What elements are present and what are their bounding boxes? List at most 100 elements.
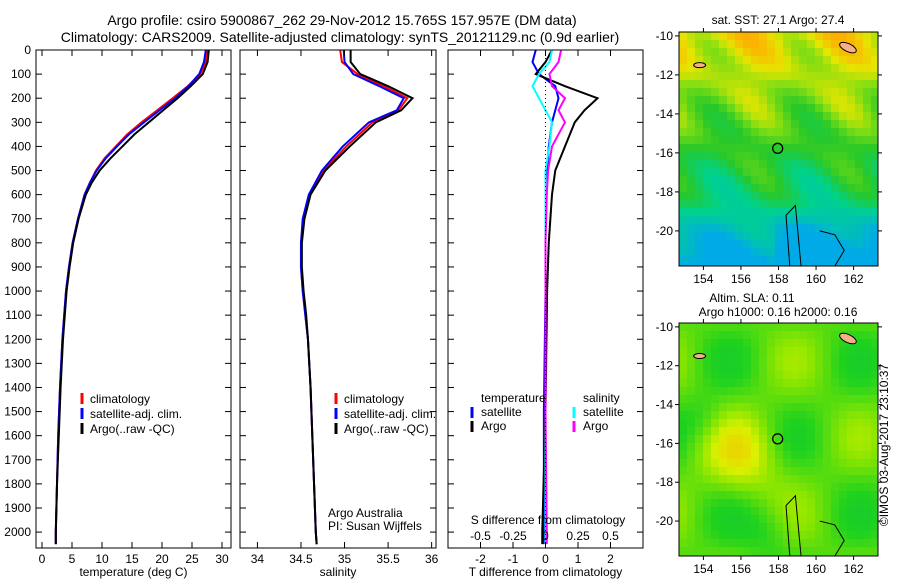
y-tick-label: 400 — [11, 139, 31, 153]
map-cell — [863, 248, 871, 256]
map-cell — [815, 379, 823, 387]
map-cell — [807, 64, 815, 72]
map-cell — [871, 136, 878, 144]
map-cell — [815, 88, 823, 96]
map-cell — [679, 144, 687, 152]
map-cell — [743, 136, 751, 144]
map-cell — [703, 539, 711, 547]
map-cell — [735, 515, 743, 523]
map-cell — [855, 224, 863, 232]
map-cell — [791, 363, 799, 371]
map-cell — [767, 515, 775, 523]
map-cell — [831, 515, 839, 523]
map-cell — [751, 379, 759, 387]
map-cell — [751, 200, 759, 208]
map-cell — [759, 144, 767, 152]
map-cell — [783, 160, 791, 168]
map-cell — [751, 531, 759, 539]
map-cell — [767, 435, 775, 443]
map-cell — [719, 256, 727, 264]
map-cell — [807, 339, 815, 347]
map-cell — [735, 56, 743, 64]
x-tick-label: 36 — [425, 552, 439, 566]
map-cell — [695, 467, 703, 475]
map-cell — [847, 443, 855, 451]
legend-label: Argo — [481, 419, 507, 433]
map-cell — [751, 152, 759, 160]
map-title-2: Argo h1000: 0.16 h2000: 0.16 — [699, 305, 858, 319]
map-cell — [815, 56, 823, 64]
map-cell — [743, 331, 751, 339]
map-cell — [767, 184, 775, 192]
y-tick-label: 1800 — [4, 477, 31, 491]
y-tick-label: 800 — [11, 236, 31, 250]
map-cell — [863, 467, 871, 475]
map-cell — [831, 411, 839, 419]
map-cell — [847, 331, 855, 339]
map-cell — [727, 32, 735, 40]
y-tick-label: -20 — [656, 514, 674, 528]
map-cell — [743, 355, 751, 363]
map-cell — [807, 256, 815, 264]
map-cell — [775, 144, 783, 152]
map-cell — [759, 200, 767, 208]
map-cell — [807, 547, 815, 555]
map-cell — [719, 507, 727, 515]
map-cell — [687, 387, 695, 395]
map-cell — [711, 443, 719, 451]
map-cell — [727, 232, 735, 240]
map-cell — [751, 264, 759, 266]
map-cell — [679, 104, 687, 112]
map-cell — [823, 32, 831, 40]
map-cell — [687, 248, 695, 256]
map-cell — [791, 435, 799, 443]
map-cell — [823, 371, 831, 379]
map-cell — [831, 427, 839, 435]
map-cell — [863, 184, 871, 192]
map-cell — [799, 224, 807, 232]
map-cell — [743, 531, 751, 539]
map-cell — [855, 347, 863, 355]
map-cell — [695, 168, 703, 176]
map-cell — [855, 427, 863, 435]
map-cell — [847, 419, 855, 427]
map-cell — [783, 363, 791, 371]
map-cell — [727, 256, 735, 264]
map-cell — [695, 451, 703, 459]
map-cell — [847, 72, 855, 80]
map-cell — [687, 491, 695, 499]
map-cell — [855, 56, 863, 64]
y-tick-label: -18 — [656, 475, 674, 489]
map-cell — [727, 323, 735, 331]
map-cell — [831, 40, 839, 48]
map-cell — [799, 184, 807, 192]
map-cell — [727, 72, 735, 80]
map-cell — [799, 491, 807, 499]
map-cell — [767, 240, 775, 248]
map-cell — [831, 371, 839, 379]
map-cell — [815, 435, 823, 443]
map-cell — [871, 363, 878, 371]
map-cell — [727, 56, 735, 64]
map-cell — [823, 96, 831, 104]
map-cell — [831, 347, 839, 355]
map-cell — [711, 64, 719, 72]
map-cell — [823, 491, 831, 499]
map-cell — [695, 427, 703, 435]
map-cell — [743, 403, 751, 411]
map-cell — [823, 387, 831, 395]
map-cell — [767, 160, 775, 168]
map-cell — [727, 40, 735, 48]
map-cell — [807, 40, 815, 48]
plot-frame — [239, 49, 437, 549]
map-cell — [839, 499, 847, 507]
map-cell — [855, 515, 863, 523]
map-cell — [863, 96, 871, 104]
map-cell — [863, 40, 871, 48]
map-cell — [791, 128, 799, 136]
map-cell — [711, 256, 719, 264]
map-cell — [767, 72, 775, 80]
map-cell — [759, 112, 767, 120]
annotation: Argo Australia — [328, 506, 403, 520]
